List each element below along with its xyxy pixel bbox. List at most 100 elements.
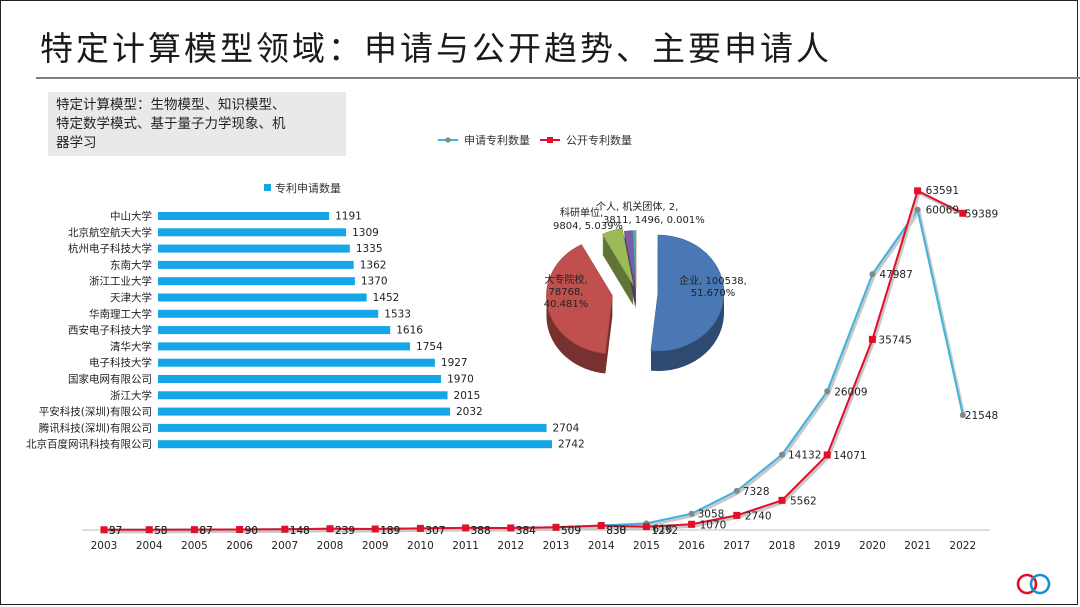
line-value-label: 148 xyxy=(290,525,310,537)
pie-slice-label: 40.481% xyxy=(544,299,589,310)
line-x-tick-label: 2005 xyxy=(181,540,208,552)
line-value-label: 87 xyxy=(199,525,212,537)
line-value-label: 21548 xyxy=(965,410,998,422)
bar xyxy=(158,391,448,400)
line-value-label: 239 xyxy=(335,525,355,537)
note-line-2: 特定数学模式、基于量子力学现象、机 xyxy=(56,116,286,132)
line-point xyxy=(688,520,696,528)
line-value-label: 97 xyxy=(109,525,122,537)
line-point xyxy=(914,187,922,195)
line-value-label: 189 xyxy=(380,525,400,537)
pie-slice xyxy=(623,230,636,289)
line-x-tick-label: 2014 xyxy=(588,540,615,552)
bar-category-label: 国家电网有限公司 xyxy=(68,373,152,386)
line-series-path xyxy=(103,207,964,531)
pie-slice-label: 78768, xyxy=(549,287,584,298)
line-value-label: 388 xyxy=(471,525,491,537)
line-value-label: 618 xyxy=(652,524,672,536)
line-x-tick-label: 2009 xyxy=(362,540,389,552)
line-point xyxy=(823,451,831,459)
bar-category-label: 清华大学 xyxy=(110,340,152,353)
line-point xyxy=(778,496,786,504)
line-point xyxy=(733,511,741,519)
bar-category-label: 北京航空航天大学 xyxy=(68,226,152,239)
bar-value-label: 1335 xyxy=(356,243,383,255)
line-value-label: 59389 xyxy=(965,208,998,220)
line-x-tick-label: 2007 xyxy=(271,540,298,552)
line-value-label: 26009 xyxy=(834,386,867,398)
line-x-tick-label: 2020 xyxy=(859,540,886,552)
line-x-tick-label: 2016 xyxy=(678,540,705,552)
bar-value-label: 2032 xyxy=(456,406,483,418)
pie-slice xyxy=(546,244,613,354)
line-point xyxy=(869,271,876,278)
definition-note: 特定计算模型：生物模型、知识模型、 特定数学模式、基于量子力学现象、机 器学习 xyxy=(48,92,346,156)
bar-value-label: 1754 xyxy=(416,341,443,353)
line-point xyxy=(914,206,921,213)
line-value-label: 5562 xyxy=(790,495,817,507)
bar-value-label: 1927 xyxy=(441,357,468,369)
line-value-label: 37 xyxy=(109,525,122,537)
line-x-tick-label: 2004 xyxy=(136,540,163,552)
line-value-label: 7328 xyxy=(743,486,770,498)
bar-category-label: 西安电子科技大学 xyxy=(68,324,152,337)
bar xyxy=(158,375,442,383)
line-value-label: 307 xyxy=(425,525,445,537)
line-value-label: 830 xyxy=(606,525,626,537)
bar xyxy=(158,407,450,416)
line-x-tick-label: 2013 xyxy=(543,540,570,552)
line-x-tick-label: 2008 xyxy=(317,540,344,552)
line-x-tick-label: 2010 xyxy=(407,540,434,552)
line-x-tick-label: 2006 xyxy=(226,540,253,552)
line-value-label: 509 xyxy=(561,525,581,537)
bar-category-label: 平安科技(深圳)有限公司 xyxy=(39,405,152,418)
pie-slice-label: 科研单位, xyxy=(560,206,603,219)
line-point xyxy=(642,523,650,531)
pie-slice-label: 51.670% xyxy=(691,288,736,299)
line-point xyxy=(236,526,244,534)
bar-value-label: 1970 xyxy=(447,374,474,386)
bar-value-label: 1362 xyxy=(360,259,387,271)
line-point xyxy=(959,209,967,217)
line-point xyxy=(190,526,198,534)
line-legend-marker xyxy=(445,137,451,143)
line-value-label: 1070 xyxy=(700,519,727,531)
bar-category-label: 中山大学 xyxy=(110,210,152,223)
line-value-label: 60069 xyxy=(926,205,959,217)
logo-icon xyxy=(1016,573,1051,595)
line-legend-marker xyxy=(547,137,553,143)
bar-value-label: 1370 xyxy=(361,276,388,288)
line-legend-label: 申请专利数量 xyxy=(464,133,530,147)
line-value-label: 14071 xyxy=(833,450,866,462)
line-value-label: 509 xyxy=(561,525,581,537)
bar-value-label: 1452 xyxy=(373,292,400,304)
line-value-label: 63591 xyxy=(926,185,959,197)
line-point xyxy=(145,526,153,534)
bar-value-label: 1309 xyxy=(352,227,379,239)
line-point xyxy=(868,335,876,343)
pie-slice-label: 个人, 机关团体, 2, xyxy=(596,200,678,213)
line-series-path xyxy=(103,189,964,531)
pie-slice xyxy=(650,234,725,352)
bar xyxy=(158,423,547,432)
bar xyxy=(158,277,355,286)
line-point xyxy=(552,523,560,531)
line-point xyxy=(281,525,289,533)
line-value-label: 838 xyxy=(606,525,626,537)
pie-slice xyxy=(602,228,634,286)
note-line-3: 器学习 xyxy=(56,135,97,151)
line-value-label: 87 xyxy=(199,525,212,537)
line-value-label: 148 xyxy=(290,525,310,537)
bar-category-label: 东南大学 xyxy=(110,258,152,271)
line-value-label: 1252 xyxy=(651,525,678,537)
line-point xyxy=(959,412,966,419)
line-point xyxy=(326,525,334,533)
bar xyxy=(158,244,350,253)
pie-slice-label: 9804, 5.039% xyxy=(553,221,623,232)
line-value-label: 307 xyxy=(425,525,445,537)
line-legend-label: 公开专利数量 xyxy=(566,133,632,147)
bar-legend-label: 专利申请数量 xyxy=(275,181,341,195)
pie-slice-label: 3811, 1496, 0.001% xyxy=(603,215,705,226)
